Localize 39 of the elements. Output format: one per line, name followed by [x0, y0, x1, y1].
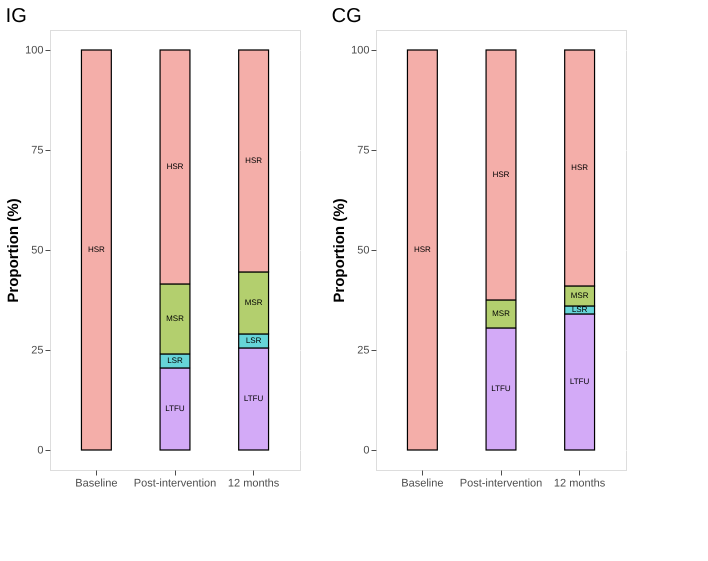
series-label: MSR — [570, 291, 589, 300]
chart-title: CG — [332, 5, 362, 27]
text: HSR — [88, 245, 105, 254]
text: HSR — [414, 245, 431, 254]
x-tick-label: Baseline — [75, 478, 118, 490]
y-tick-label: 25 — [31, 344, 44, 356]
text: MSR — [492, 309, 510, 318]
x-tick-label: Post-intervention — [460, 478, 542, 490]
series-label: LSR — [167, 356, 184, 365]
x-tick-label: Baseline — [401, 478, 444, 490]
series-label: MSR — [244, 298, 263, 307]
bar — [406, 49, 438, 451]
series-label: LTFU — [165, 404, 185, 413]
bar — [80, 49, 112, 451]
text: HSR — [571, 163, 588, 172]
series-label: HSR — [492, 170, 510, 179]
text: LSR — [246, 336, 262, 345]
y-tick-label: 50 — [31, 244, 44, 256]
y-tick-label: 75 — [357, 144, 370, 156]
x-tick-label: 12 months — [228, 478, 280, 490]
chart-title: IG — [6, 5, 27, 27]
y-tick-label: 100 — [25, 44, 44, 56]
y-axis-title: Proportion (%) — [331, 198, 348, 303]
y-tick-label: 75 — [31, 144, 44, 156]
y-axis-title: Proportion (%) — [5, 198, 22, 303]
y-tick-label: 100 — [351, 44, 370, 56]
series-label: HSR — [245, 156, 262, 165]
x-tick-label: 12 months — [554, 478, 606, 490]
x-tick-label: Post-intervention — [134, 478, 216, 490]
y-tick-label: 0 — [363, 444, 370, 456]
y-tick-label: 0 — [37, 444, 44, 456]
y-tick-label: 25 — [357, 344, 370, 356]
text: MSR — [166, 314, 184, 323]
text: LTFU — [244, 394, 264, 403]
text: HSR — [166, 162, 184, 171]
series-label: LTFU — [491, 384, 511, 393]
text: LTFU — [570, 377, 590, 386]
y-tick-label: 50 — [357, 244, 370, 256]
series-label: LSR — [572, 305, 588, 314]
